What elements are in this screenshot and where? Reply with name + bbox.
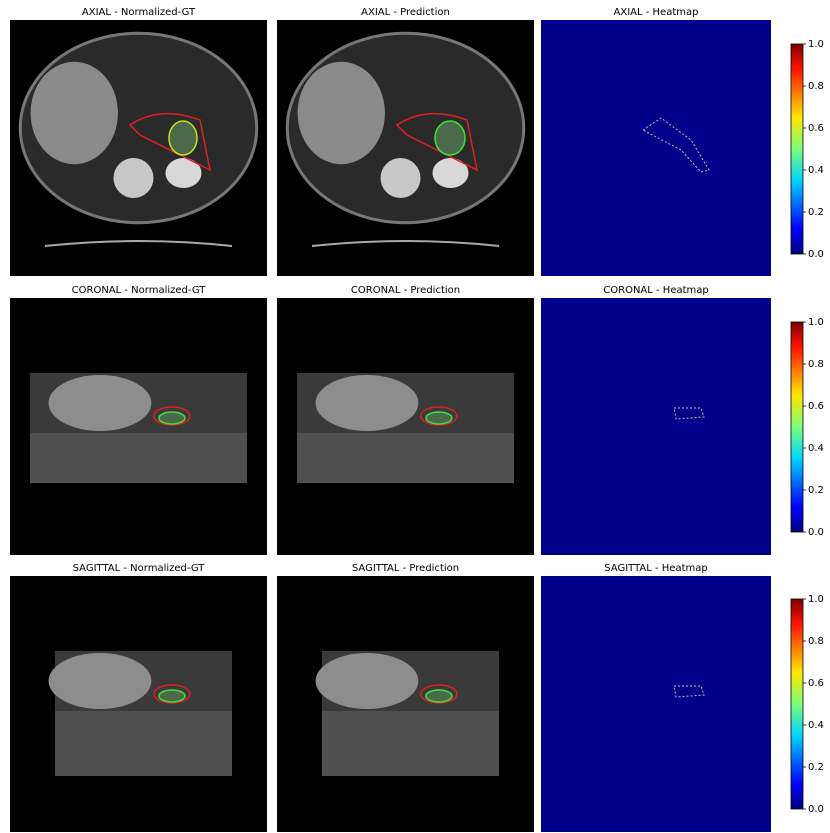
colorbar-tick-label: 0.4	[808, 165, 824, 176]
colorbar-tick-label: 0.6	[808, 123, 824, 134]
tumor-contour	[159, 412, 185, 424]
panel-title: CORONAL - Heatmap	[603, 285, 708, 296]
spine	[114, 158, 154, 198]
panel-image	[277, 20, 534, 276]
panel-title: AXIAL - Prediction	[361, 7, 450, 18]
tumor-contour	[435, 121, 465, 155]
heatmap-bg	[541, 576, 771, 832]
colorbar-tick-label: 0.0	[808, 249, 824, 260]
colorbar-tick-label: 0.8	[808, 636, 824, 647]
colorbar-tick-label: 1.0	[808, 317, 824, 328]
panel-title: CORONAL - Normalized-GT	[72, 285, 207, 296]
panel-title: CORONAL - Prediction	[351, 285, 460, 296]
panel-image	[541, 576, 771, 832]
lower	[297, 433, 514, 483]
spine	[381, 158, 421, 198]
panel-image	[10, 298, 267, 555]
colorbar	[791, 599, 803, 809]
lower	[55, 711, 232, 776]
colorbar	[791, 322, 803, 532]
lower	[30, 433, 247, 483]
tumor-contour	[426, 690, 452, 702]
colorbar-tick-label: 0.6	[808, 401, 824, 412]
tumor-contour	[159, 690, 185, 702]
panel-title: AXIAL - Heatmap	[614, 7, 699, 18]
colorbar-tick-label: 0.4	[808, 720, 824, 731]
colorbar-tick-label: 0.2	[808, 207, 824, 218]
colorbar-tick-label: 0.0	[808, 804, 824, 815]
tumor-contour	[426, 412, 452, 424]
colorbar	[791, 44, 803, 254]
lower	[322, 711, 499, 776]
panel-image	[277, 576, 534, 832]
colorbar-tick-label: 0.8	[808, 359, 824, 370]
colorbar-tick-label: 1.0	[808, 594, 824, 605]
organ	[316, 375, 419, 431]
panel-image	[10, 576, 267, 832]
panel-title: SAGITTAL - Normalized-GT	[73, 563, 206, 574]
panel-title: SAGITTAL - Heatmap	[604, 563, 707, 574]
panel-image	[541, 20, 771, 276]
colorbar-tick-label: 0.2	[808, 762, 824, 773]
tumor-contour	[169, 121, 197, 155]
panel-title: SAGITTAL - Prediction	[352, 563, 459, 574]
liver	[31, 62, 118, 164]
heatmap-bg	[541, 298, 771, 555]
colorbar-tick-label: 0.4	[808, 443, 824, 454]
colorbar-tick-label: 0.6	[808, 678, 824, 689]
figure: AXIAL - Normalized-GT AXIAL - Prediction A…	[0, 0, 830, 833]
colorbar-tick-label: 1.0	[808, 39, 824, 50]
panel-title: AXIAL - Normalized-GT	[82, 7, 196, 18]
organ	[49, 375, 152, 431]
colorbar-tick-label: 0.2	[808, 485, 824, 496]
heatmap-bg	[541, 20, 771, 276]
panel-image	[541, 298, 771, 555]
organ	[316, 653, 419, 709]
panel-image	[10, 20, 267, 276]
colorbar-tick-label: 0.0	[808, 527, 824, 538]
colorbar-tick-label: 0.8	[808, 81, 824, 92]
organ	[49, 653, 152, 709]
liver	[298, 62, 385, 164]
panel-image	[277, 298, 534, 555]
